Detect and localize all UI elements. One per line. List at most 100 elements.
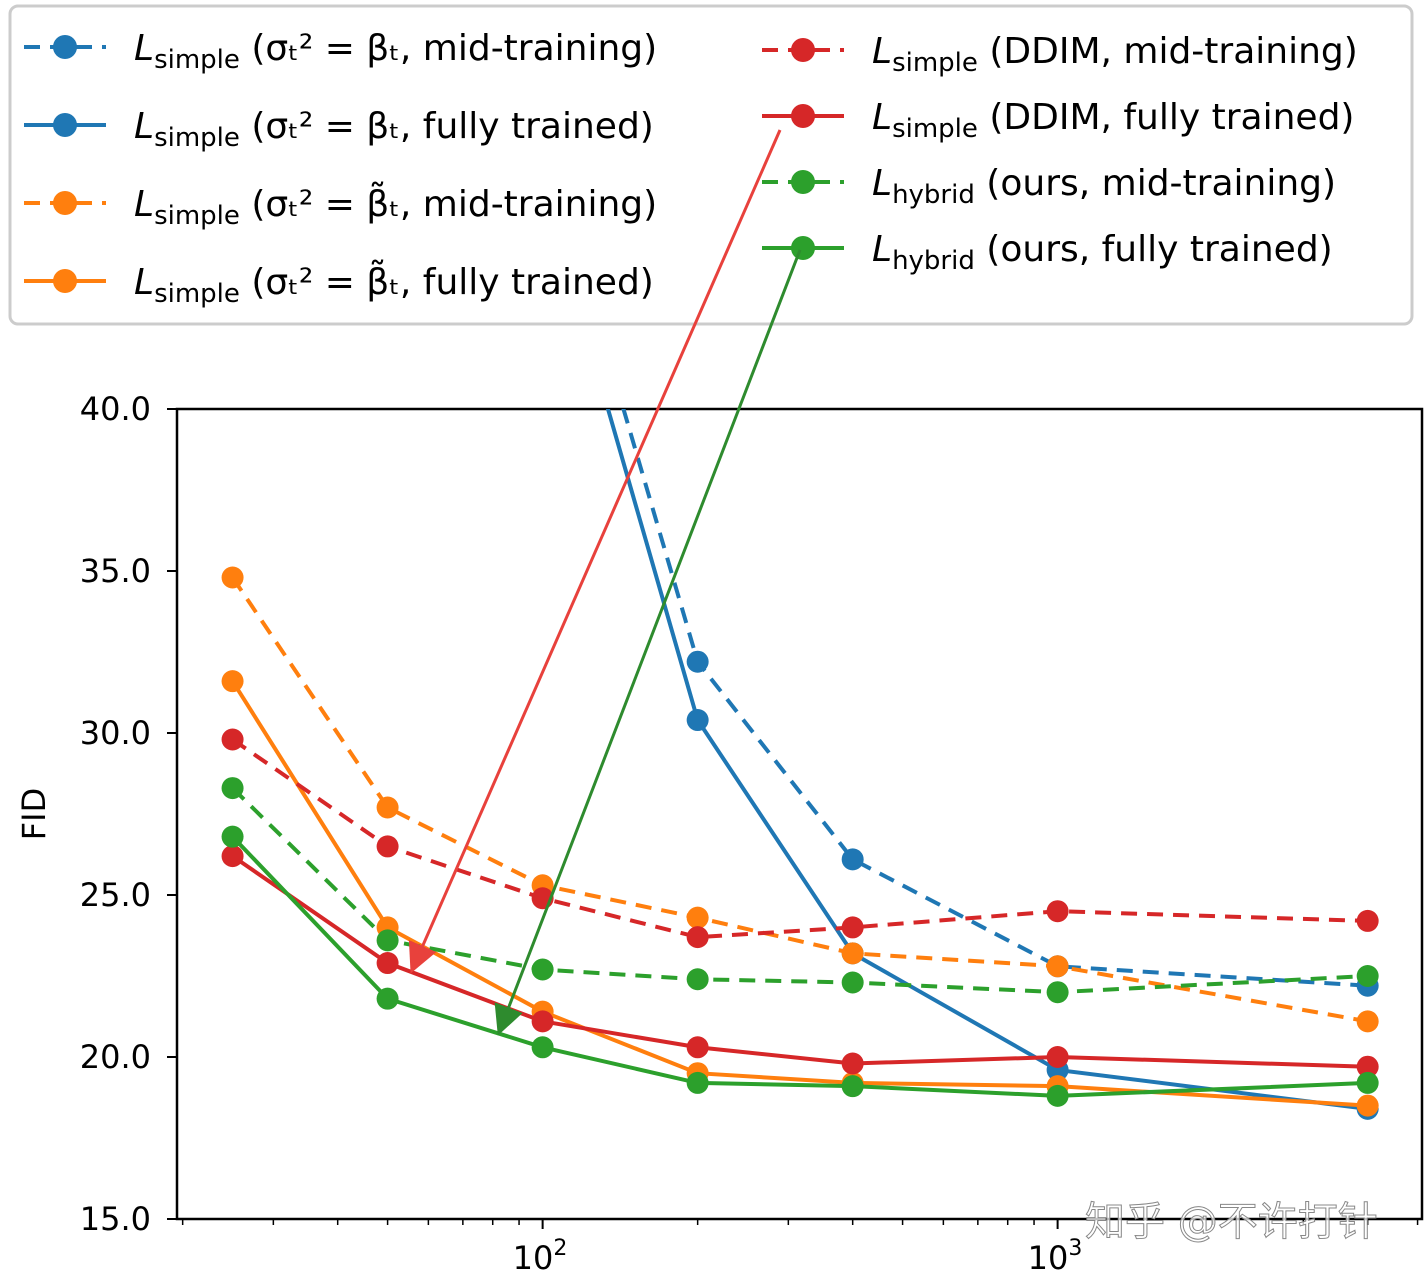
data-point (1046, 981, 1069, 1004)
legend-label: Lsimple (σₜ² = β̃ₜ, fully trained) (134, 259, 654, 309)
series-line (231, 737, 1368, 940)
y-tick-label: 20.0 (80, 1038, 151, 1076)
legend: Lsimple (σₜ² = βₜ, mid-training)Lsimple … (24, 28, 1358, 309)
data-point (1356, 1010, 1379, 1033)
data-point (1356, 1055, 1379, 1078)
legend-label: Lhybrid (ours, fully trained) (872, 229, 1333, 276)
data-point (1046, 900, 1069, 923)
legend-marker (791, 170, 815, 194)
legend-label: Lsimple (σₜ² = βₜ, mid-training) (134, 28, 657, 75)
legend-symbol: L (872, 97, 892, 138)
series-2 (221, 566, 1379, 1033)
data-point (376, 929, 399, 952)
data-point (686, 1071, 709, 1094)
legend-symbol: L (134, 184, 154, 225)
data-point (376, 835, 399, 858)
legend-subscript: hybrid (892, 180, 975, 210)
legend-item: Lsimple (σₜ² = β̃ₜ, fully trained) (24, 259, 654, 309)
annotations (408, 129, 802, 1036)
data-point (1356, 965, 1379, 987)
legend-marker (791, 38, 815, 62)
series-7 (221, 825, 1379, 1107)
legend-symbol: L (134, 262, 154, 303)
legend-item: Lsimple (σₜ² = βₜ, fully trained) (24, 106, 654, 153)
data-point (221, 845, 244, 868)
legend-item: Lsimple (DDIM, mid-training) (762, 31, 1358, 78)
annotation-arrow (408, 129, 782, 974)
x-tick-base: 10 (1028, 1239, 1069, 1277)
y-axis-label: FID (15, 788, 53, 840)
legend-symbol: L (134, 28, 154, 69)
x-tick-exponent: 3 (1068, 1236, 1082, 1261)
data-point (376, 987, 399, 1010)
data-point (376, 796, 399, 819)
annotation-arrow (494, 249, 802, 1036)
legend-label: Lsimple (DDIM, fully trained) (872, 97, 1354, 144)
data-point (376, 952, 399, 975)
legend-symbol: L (872, 229, 892, 270)
series-line (230, 680, 1368, 1108)
data-point (531, 958, 554, 981)
series-line (231, 854, 1368, 1069)
legend-marker (791, 236, 815, 260)
series-line (621, 409, 1368, 988)
series-line (230, 576, 1369, 1024)
data-point (531, 1010, 554, 1033)
x-tick-label: 102 (513, 1236, 568, 1277)
legend-marker (791, 104, 815, 128)
x-tick-exponent: 2 (553, 1236, 567, 1261)
series-4 (221, 728, 1379, 949)
data-point (221, 728, 244, 751)
legend-label: Lsimple (σₜ² = β̃ₜ, mid-training) (134, 181, 657, 231)
legend-subscript: simple (154, 201, 240, 231)
plot-area (175, 407, 1424, 1221)
data-point (221, 777, 244, 800)
data-point (221, 566, 244, 589)
legend-item: Lsimple (σₜ² = βₜ, mid-training) (24, 28, 657, 75)
y-axis: 15.0 20.0 25.0 30.0 35.0 40.0 (80, 390, 177, 1238)
data-point (1356, 1094, 1379, 1117)
data-point (841, 848, 864, 871)
data-point (841, 942, 864, 965)
legend-subscript: simple (154, 123, 240, 153)
watermark: 知乎 @不许打针 (1085, 1199, 1378, 1245)
legend-subscript: simple (154, 279, 240, 309)
data-point (841, 916, 864, 939)
y-tick-label: 15.0 (80, 1200, 151, 1238)
legend-symbol: L (134, 106, 154, 147)
data-point (841, 1052, 864, 1075)
y-tick-label: 30.0 (80, 714, 151, 752)
data-point (221, 825, 244, 848)
legend-description: (ours, fully trained) (975, 229, 1333, 270)
data-point (1046, 1084, 1069, 1107)
x-tick-label: 103 (1028, 1236, 1083, 1277)
y-tick-label: 35.0 (80, 552, 151, 590)
data-point (221, 670, 244, 693)
legend-subscript: simple (892, 114, 978, 144)
data-point (841, 1075, 864, 1098)
y-tick-label: 40.0 (80, 390, 151, 428)
x-tick-base: 10 (513, 1239, 554, 1277)
legend-marker (53, 35, 77, 59)
legend-description: (DDIM, fully trained) (978, 97, 1355, 138)
data-point (686, 650, 709, 673)
legend-subscript: simple (892, 48, 978, 78)
data-point (686, 1036, 709, 1059)
legend-subscript: simple (154, 45, 240, 75)
legend-label: Lhybrid (ours, mid-training) (872, 163, 1336, 210)
legend-description: (σₜ² = β̃ₜ, fully trained) (240, 259, 654, 303)
legend-symbol: L (872, 163, 892, 204)
data-point (686, 906, 709, 929)
legend-item: Lhybrid (ours, mid-training) (762, 163, 1336, 210)
y-tick-label: 25.0 (80, 876, 151, 914)
legend-description: (σₜ² = βₜ, mid-training) (240, 28, 657, 69)
series-5 (221, 845, 1379, 1078)
series-3 (221, 670, 1379, 1117)
legend-description: (σₜ² = βₜ, fully trained) (240, 106, 654, 147)
legend-description: (ours, mid-training) (975, 163, 1336, 204)
data-point (1046, 955, 1069, 978)
legend-marker (53, 191, 77, 215)
legend-symbol: L (872, 31, 892, 72)
data-point (1356, 1071, 1379, 1094)
